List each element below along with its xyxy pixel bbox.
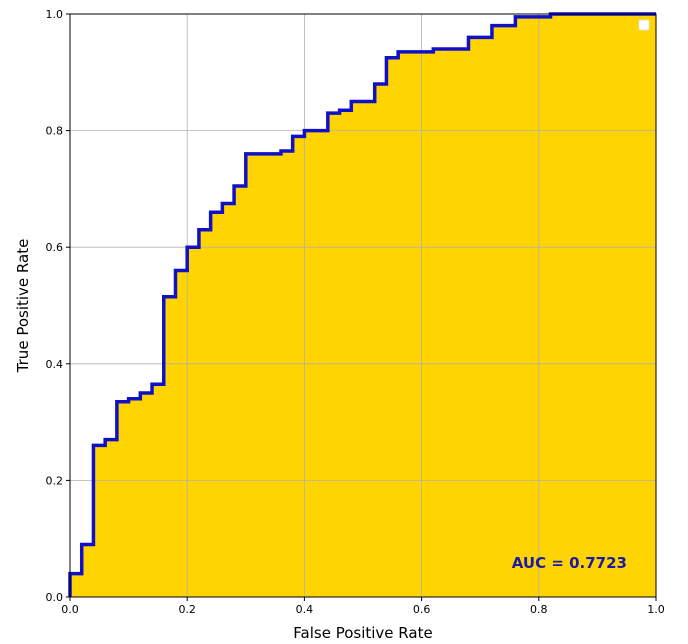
plot-frame	[69, 13, 657, 598]
x-tick-label: 0.6	[413, 603, 431, 616]
y-tick-label: 0.2	[46, 474, 64, 487]
y-axis-ticks: 0.0 0.2 0.4 0.6 0.8 1.0	[46, 8, 70, 604]
roc-area-fill	[70, 14, 656, 597]
y-tick-label: 0.6	[46, 241, 64, 254]
auc-annotation: AUC = 0.7723	[512, 554, 627, 572]
roc-curve-line	[68, 12, 656, 597]
x-tick-label: 0.0	[61, 603, 79, 616]
x-axis-label: False Positive Rate	[293, 624, 432, 642]
legend-marker	[638, 19, 650, 31]
x-axis-ticks: 0.0 0.2 0.4 0.6 0.8 1.0	[61, 597, 665, 616]
y-tick-label: 0.4	[46, 358, 64, 371]
y-tick-label: 0.8	[46, 125, 64, 138]
y-tick-label: 0.0	[46, 591, 64, 604]
x-tick-label: 1.0	[647, 603, 665, 616]
x-tick-label: 0.2	[178, 603, 196, 616]
y-axis-label: True Positive Rate	[14, 239, 32, 374]
x-tick-label: 0.4	[296, 603, 314, 616]
y-tick-label: 1.0	[46, 8, 64, 21]
x-tick-label: 0.8	[530, 603, 548, 616]
